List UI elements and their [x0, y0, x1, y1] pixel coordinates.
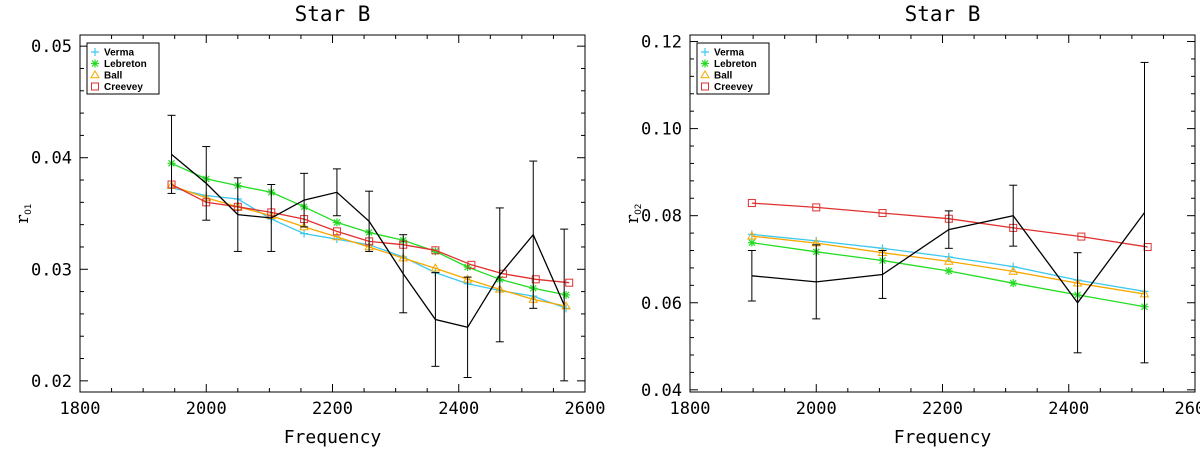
chart2-title: Star B [905, 2, 981, 26]
chart2-legend-marker-creevey [701, 82, 709, 91]
chart2-legend-label-ball: Ball [714, 71, 733, 82]
chart1-point-creevey [332, 227, 341, 236]
chart2-series-verma [747, 230, 1149, 296]
chart1-xlabel: Frequency [284, 427, 382, 448]
chart2-xtick-label: 1800 [670, 399, 711, 419]
chart2-legend-label-lebreton: Lebreton [714, 59, 757, 70]
chart1-point-creevey [431, 246, 440, 255]
chart2-point-creevey [747, 199, 756, 208]
chart1-title: Star B [295, 2, 371, 26]
chart1-legend-label-creevey: Creevey [104, 82, 143, 93]
chart1-point-creevey [531, 275, 540, 284]
chart1-observed-line [171, 153, 565, 329]
chart1-ytick-label: 0.04 [31, 149, 72, 169]
chart1-xtick-label: 2600 [565, 399, 606, 419]
chart2-ytick-label: 0.06 [641, 294, 682, 314]
chart2: Star B 1800 2000 2200 2400 2600 0.04 0.06 0.08 0.… [622, 2, 1200, 448]
chart2-legend-marker-verma [701, 48, 709, 56]
chart1-point-creevey [565, 278, 574, 287]
chart1-xtick-label: 1800 [60, 399, 101, 419]
chart2-xtick-label: 2000 [796, 399, 837, 419]
chart2-point-ball [746, 231, 757, 240]
chart2-xtick-label: 2600 [1175, 399, 1200, 419]
chart2-point-lebreton [944, 266, 953, 275]
chart2-xtick-label: 2200 [922, 399, 963, 419]
chart1-point-creevey [467, 260, 476, 269]
chart1-legend-label-lebreton: Lebreton [104, 59, 147, 70]
chart1-ytick-label: 0.03 [31, 260, 72, 280]
chart1: Star B 1800 2000 2200 2400 2600 0.02 0.03 0.04 0.… [12, 2, 605, 448]
chart1-point-ball [332, 231, 342, 241]
chart1-point-ball [430, 263, 441, 272]
chart2-legend-marker-lebreton [701, 59, 709, 68]
chart2-series-ball [746, 231, 1150, 298]
chart1-legend-marker-creevey [91, 82, 99, 91]
chart2-point-creevey [1077, 232, 1086, 241]
chart2-point-creevey [812, 203, 821, 212]
chart2-ytick-label: 0.08 [641, 207, 682, 227]
chart1-legend-label-ball: Ball [104, 71, 123, 82]
chart1-legend-marker-lebreton [91, 59, 99, 68]
chart1-point-lebreton [332, 218, 341, 227]
chart1-ytick-label: 0.02 [31, 372, 72, 392]
chart1-legend-marker-verma [91, 48, 99, 56]
chart2-point-ball [943, 256, 954, 265]
chart2-point-lebreton [747, 238, 756, 247]
chart1-point-lebreton [562, 290, 571, 299]
chart1-legend-marker-ball [90, 70, 100, 79]
chart2-ytick-label: 0.04 [641, 381, 682, 401]
chart1-observed [167, 114, 569, 382]
chart2-ytick-label: 0.10 [641, 120, 682, 140]
chart1-xtick-label: 2000 [186, 399, 227, 419]
chart2-point-creevey [878, 209, 887, 218]
chart1-legend-label-verma: Verma [104, 48, 134, 59]
chart1-point-lebreton [431, 247, 440, 256]
chart1-point-verma [300, 229, 309, 238]
chart2-xlabel: Frequency [894, 427, 992, 448]
chart2-observed [747, 61, 1149, 364]
chart1-ytick-label: 0.05 [31, 37, 72, 57]
chart2-ytick-label: 0.12 [641, 33, 682, 53]
chart2-point-ball [1008, 266, 1019, 275]
chart1-xtick-label: 2200 [312, 399, 353, 419]
chart2-legend-label-verma: Verma [714, 48, 744, 59]
chart2-series-lebreton [747, 238, 1149, 311]
chart2-legend-marker-ball [700, 70, 710, 79]
chart1-xtick-label: 2400 [438, 399, 479, 419]
chart2-xtick-label: 2400 [1048, 399, 1089, 419]
chart1-ylabel: r01 [12, 203, 34, 223]
chart2-line-ball [751, 235, 1145, 295]
chart2-point-lebreton [1009, 279, 1018, 288]
chart2-legend-label-creevey: Creevey [714, 82, 753, 93]
chart2-line-lebreton [751, 242, 1145, 308]
chart2-observed-line [751, 212, 1146, 304]
chart1-point-ball [299, 221, 309, 231]
chart2-ylabel: r02 [622, 203, 644, 223]
